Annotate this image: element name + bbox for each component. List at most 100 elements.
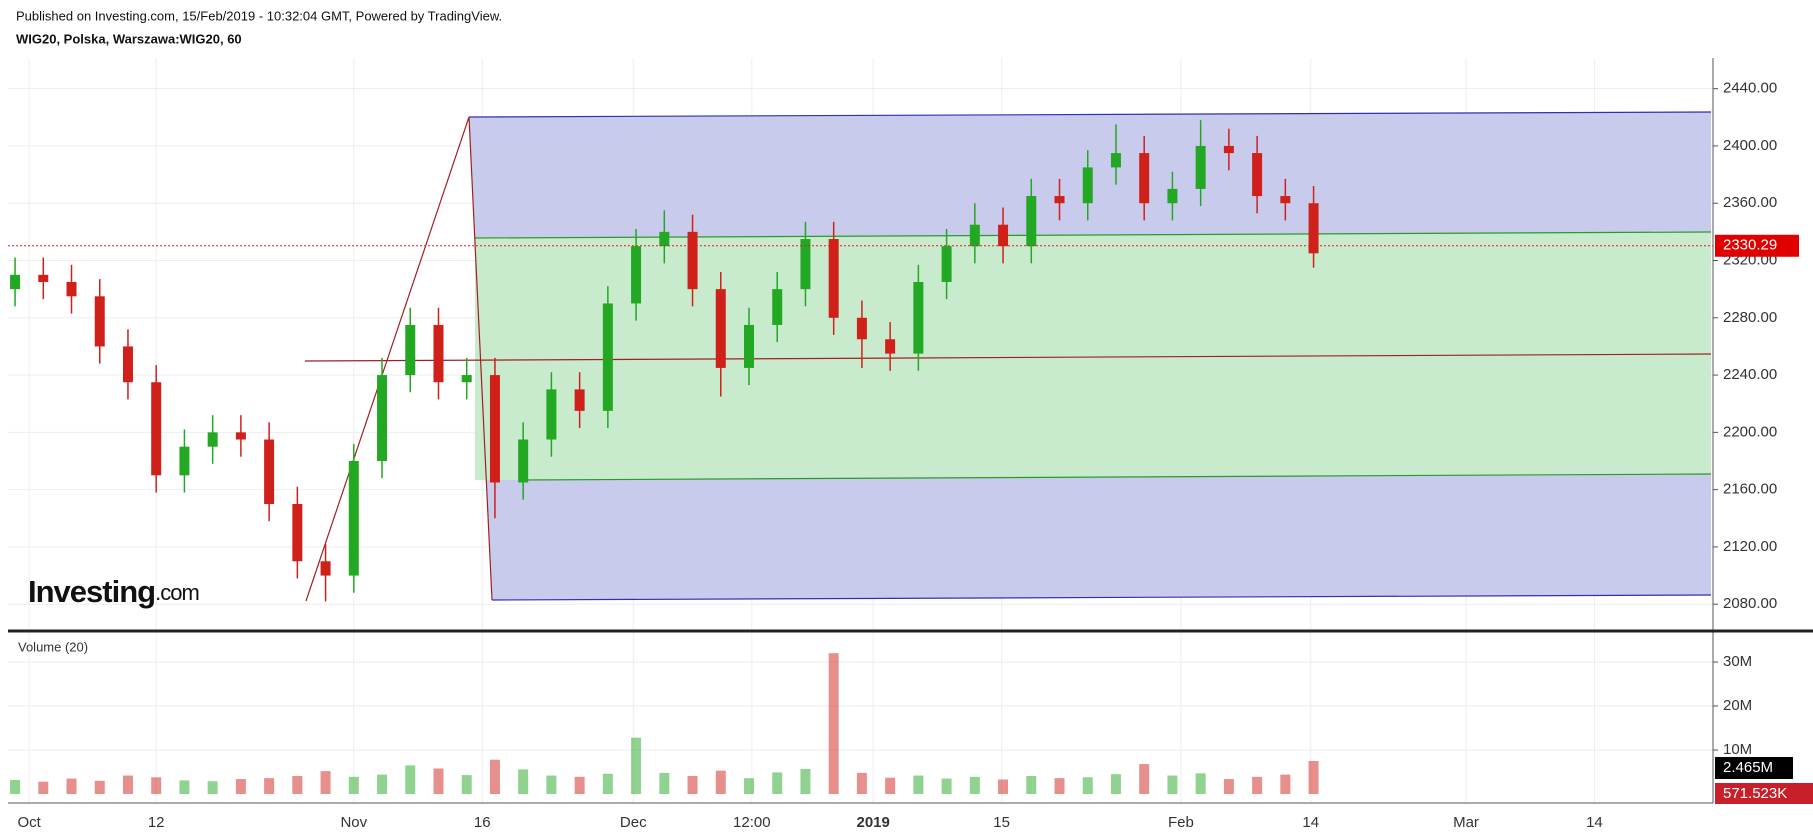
volume-bar bbox=[1223, 779, 1234, 794]
y-tick-label: 2280.00 bbox=[1723, 309, 1777, 326]
volume-bar bbox=[602, 773, 613, 794]
candle-body bbox=[659, 231, 670, 247]
x-tick-label: 16 bbox=[474, 814, 491, 831]
candle-body bbox=[38, 274, 49, 282]
y-tick-label: 2240.00 bbox=[1723, 366, 1777, 383]
candle-body bbox=[1026, 196, 1037, 247]
candle-body bbox=[292, 503, 303, 562]
y-tick-label: 2400.00 bbox=[1723, 137, 1777, 154]
last-price-box bbox=[1715, 234, 1799, 257]
candle-body bbox=[998, 224, 1009, 247]
volume-bar bbox=[743, 778, 754, 794]
candle-body bbox=[348, 461, 359, 576]
volume-bar bbox=[122, 775, 133, 794]
volume-bar bbox=[1252, 776, 1263, 794]
candle-body bbox=[377, 375, 388, 462]
candle-body bbox=[1167, 188, 1178, 204]
logo-suffix: .com bbox=[155, 580, 199, 605]
volume-bar bbox=[377, 774, 388, 794]
x-tick-label: Nov bbox=[340, 814, 367, 831]
volume-bar bbox=[885, 777, 896, 794]
volume-bar bbox=[292, 775, 303, 794]
volume-bar bbox=[1195, 773, 1206, 794]
volume-bar bbox=[715, 770, 726, 794]
candle-body bbox=[1252, 153, 1263, 197]
candle-body bbox=[631, 246, 642, 304]
candle-body bbox=[1280, 196, 1291, 204]
candle-body bbox=[715, 289, 726, 368]
volume-bar bbox=[66, 778, 77, 794]
volume-bar bbox=[1308, 761, 1319, 794]
volume-bar bbox=[631, 737, 642, 794]
y-tick-label: 2200.00 bbox=[1723, 423, 1777, 440]
y-tick-label: 2440.00 bbox=[1723, 80, 1777, 97]
candle-body bbox=[94, 296, 105, 347]
volume-bar bbox=[687, 775, 698, 794]
volume-bar bbox=[998, 779, 1009, 794]
volume-bar bbox=[489, 759, 500, 794]
x-tick-label: Dec bbox=[620, 814, 647, 831]
volume-bar bbox=[1139, 764, 1150, 794]
volume-bar bbox=[433, 768, 444, 794]
x-tick-label: 14 bbox=[1586, 814, 1603, 831]
candle-body bbox=[433, 324, 444, 383]
volume-ma-box bbox=[1715, 757, 1793, 779]
candle-body bbox=[235, 432, 246, 440]
candle-body bbox=[264, 439, 275, 504]
volume-bar bbox=[1110, 774, 1121, 794]
volume-bar bbox=[941, 778, 952, 794]
candle-body bbox=[122, 346, 133, 383]
volume-bar bbox=[800, 768, 811, 794]
volume-ma-label: 2.465M bbox=[1723, 759, 1773, 776]
volume-bar bbox=[179, 780, 190, 794]
candle-body bbox=[179, 446, 190, 476]
published-note: Published on Investing.com, 15/Feb/2019 … bbox=[16, 8, 502, 23]
candle-body bbox=[885, 339, 896, 354]
candle-body bbox=[10, 274, 21, 290]
volume-bar bbox=[546, 775, 557, 794]
logo-main: Investing bbox=[28, 574, 155, 609]
volume-bar bbox=[574, 776, 585, 794]
candle-body bbox=[772, 289, 783, 325]
candle-body bbox=[913, 281, 924, 354]
volume-bar bbox=[1054, 778, 1065, 794]
v-tick-label: 10M bbox=[1723, 741, 1752, 758]
channel-bottom bbox=[491, 594, 1712, 601]
volume-title: Volume (20) bbox=[18, 639, 88, 654]
candle-body bbox=[489, 375, 500, 483]
candle-body bbox=[1308, 203, 1319, 254]
channel-inner bbox=[475, 232, 1711, 480]
y-tick-label: 2120.00 bbox=[1723, 538, 1777, 555]
volume-bar bbox=[659, 772, 670, 794]
v-tick-label: 20M bbox=[1723, 697, 1752, 714]
v-tick-label: 30M bbox=[1723, 653, 1752, 670]
volume-bar bbox=[913, 775, 924, 794]
candle-body bbox=[856, 317, 867, 340]
volume-bar bbox=[856, 772, 867, 794]
volume-bar bbox=[1280, 774, 1291, 794]
x-tick-label: Feb bbox=[1168, 814, 1194, 831]
last-price-label: 2330.29 bbox=[1723, 237, 1777, 254]
y-tick-label: 2080.00 bbox=[1723, 595, 1777, 612]
volume-bar bbox=[151, 777, 162, 794]
candle-body bbox=[151, 382, 162, 476]
median-line bbox=[304, 353, 1712, 362]
candle-body bbox=[405, 324, 416, 376]
candle-body bbox=[1223, 145, 1234, 154]
x-tick-label: Mar bbox=[1453, 814, 1479, 831]
x-tick-label: 2019 bbox=[857, 814, 890, 831]
symbol-title: WIG20, Polska, Warszawa:WIG20, 60 bbox=[16, 31, 242, 46]
volume-bar bbox=[348, 776, 359, 794]
candle-body bbox=[1139, 153, 1150, 204]
candle-body bbox=[800, 239, 811, 290]
channel-inner-bottom bbox=[519, 473, 1712, 481]
x-tick-label: 12:00 bbox=[733, 814, 771, 831]
candle-body bbox=[66, 281, 77, 297]
volume-bar bbox=[828, 653, 839, 794]
volume-bar bbox=[264, 778, 275, 794]
volume-bar bbox=[518, 769, 529, 794]
marks bbox=[10, 120, 1319, 794]
candle-body bbox=[828, 239, 839, 318]
x-tick-label: 12 bbox=[148, 814, 165, 831]
x-tick-label: 14 bbox=[1302, 814, 1319, 831]
